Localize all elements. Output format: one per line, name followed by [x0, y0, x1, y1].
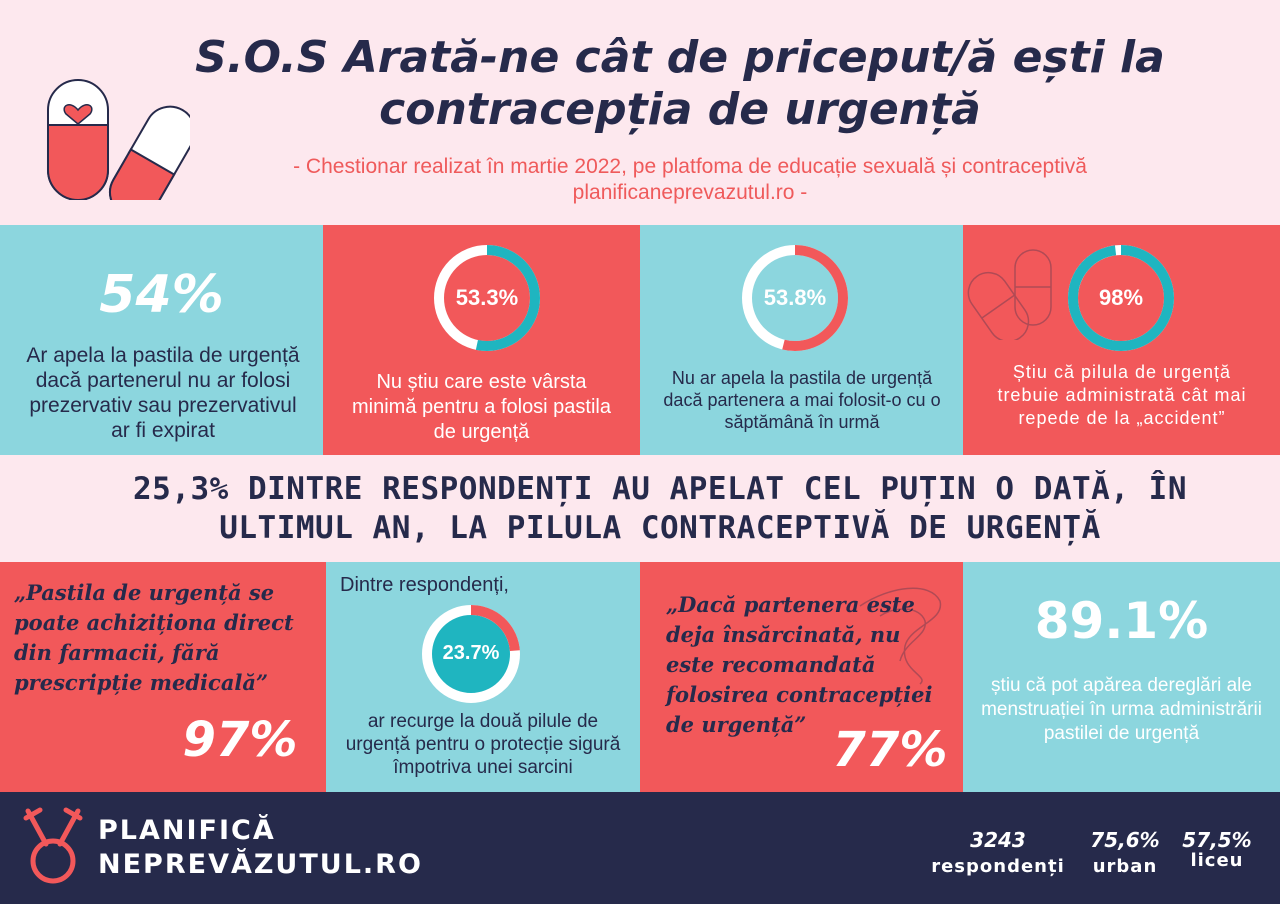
footer [0, 792, 1280, 904]
footer-stat-value: 57,5% [1182, 828, 1252, 852]
stat-text: Nu știu care este vârsta minimă pentru a… [351, 371, 611, 443]
stat-value: 77% [832, 722, 948, 778]
stat-card-6: Dintre respondenți, 23.7% ar recurge la … [326, 562, 640, 792]
stat-quote: „Pastila de urgență se poate achiziționa… [14, 580, 294, 695]
footer-stat-label: respondenți [931, 856, 1065, 877]
progress-ring [742, 245, 848, 351]
footer-stat-liceu: 57,5% liceu [1172, 828, 1262, 871]
ring-value: 23.7% [442, 642, 500, 664]
brand-logo-text: PLANIFICĂ NEPREVĂZUTUL.RO [98, 814, 423, 882]
pills-outline-icon [967, 249, 1052, 340]
stat-card-8: 89.1% știu că pot apărea dereglări ale m… [963, 562, 1280, 792]
footer-stat-label: urban [1092, 856, 1158, 877]
stat-text: Nu ar apela la pastila de urgență dacă p… [663, 368, 941, 432]
stat-text: ar recurge la două pilule de urgență pen… [345, 711, 621, 778]
highlight-band [0, 455, 1280, 562]
page-subtitle: - Chestionar realizat în martie 2022, pe… [293, 155, 1087, 204]
pill-capsules-icon [47, 79, 190, 200]
page-title: S.O.S Arată-ne cât de priceput/ă ești la… [195, 32, 1165, 135]
stat-value: 97% [182, 712, 298, 768]
stat-text: Ar apela la pastila de urgență dacă part… [26, 344, 300, 442]
footer-stat-value: 75,6% [1090, 828, 1160, 852]
stat-card-2: 53.3% Nu știu care este vârsta minimă pe… [323, 225, 640, 455]
footer-stat-urban: 75,6% urban [1080, 828, 1170, 877]
stat-card-7: „Dacă partenera este deja însărcinată, n… [640, 562, 963, 792]
ring-value: 53.3% [455, 285, 519, 310]
stat-card-5: „Pastila de urgență se poate achiziționa… [0, 562, 326, 792]
stat-text: Știu că pilula de urgență trebuie admini… [997, 362, 1247, 428]
stat-intro: Dintre respondenți, [340, 574, 509, 596]
footer-stat-value: 3243 [970, 828, 1026, 852]
progress-ring [422, 605, 520, 703]
brand-line-1: PLANIFICĂ [98, 815, 276, 846]
pregnant-outline-icon [859, 587, 942, 685]
footer-stat-respondents: 3243 respondenți [928, 828, 1068, 877]
brand-line-2: NEPREVĂZUTUL.RO [98, 849, 423, 880]
stat-card-1: 54% Ar apela la pastila de urgență dacă … [0, 225, 323, 455]
progress-ring [1068, 245, 1174, 351]
stat-card-4: 98% Știu că pilula de urgență trebuie ad… [963, 225, 1280, 455]
stat-card-3: 53.8% Nu ar apela la pastila de urgență … [640, 225, 963, 455]
ring-value: 98% [1098, 285, 1144, 310]
brand-logo-icon [23, 807, 83, 884]
progress-ring [434, 245, 540, 351]
stat-value: 89.1% [1034, 592, 1209, 650]
stat-text: știu că pot apărea dereglări ale menstru… [981, 675, 1262, 744]
ring-value: 53.8% [763, 285, 827, 310]
header [0, 0, 1280, 225]
stat-quote: „Dacă partenera este deja însărcinată, n… [666, 592, 933, 737]
stat-value: 54% [99, 265, 224, 325]
highlight-text: 25,3% DINTRE RESPONDENȚI AU APELAT CEL P… [133, 471, 1187, 546]
footer-stat-label: liceu [1190, 850, 1244, 871]
